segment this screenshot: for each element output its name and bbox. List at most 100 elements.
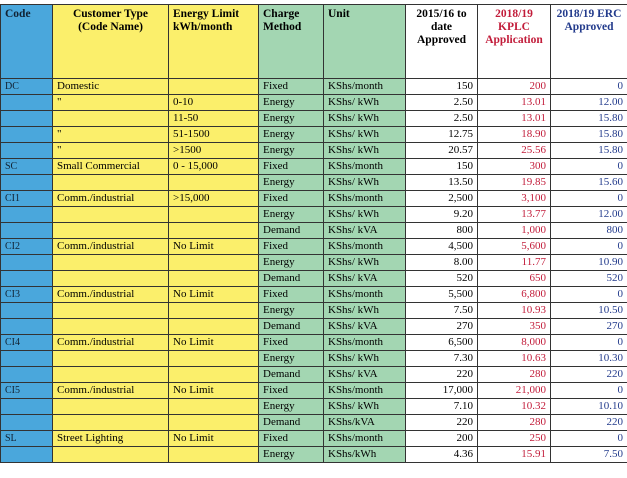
table-cell: 0 xyxy=(551,431,627,447)
table-cell: 25.56 xyxy=(478,143,551,159)
table-cell: 280 xyxy=(478,367,551,383)
table-cell xyxy=(169,303,259,319)
table-cell: Demand xyxy=(259,367,324,383)
table-cell: 4,500 xyxy=(406,239,478,255)
table-cell: 10.93 xyxy=(478,303,551,319)
table-cell: Fixed xyxy=(259,287,324,303)
table-cell: No Limit xyxy=(169,383,259,399)
table-cell: 10.63 xyxy=(478,351,551,367)
table-cell: Fixed xyxy=(259,431,324,447)
table-cell: 350 xyxy=(478,319,551,335)
table-cell: 650 xyxy=(478,271,551,287)
table-cell: KShs/ kVA xyxy=(324,271,406,287)
table-cell: CI4 xyxy=(1,335,53,351)
table-cell: Comm./industrial xyxy=(53,383,169,399)
table-cell: Energy xyxy=(259,447,324,463)
table-cell xyxy=(53,175,169,191)
table-cell: Fixed xyxy=(259,159,324,175)
table-cell: 10.30 xyxy=(551,351,627,367)
table-cell: 15.80 xyxy=(551,127,627,143)
table-cell: 800 xyxy=(406,223,478,239)
table-cell xyxy=(1,143,53,159)
table-cell: Demand xyxy=(259,319,324,335)
table-cell: No Limit xyxy=(169,287,259,303)
table-cell: 6,500 xyxy=(406,335,478,351)
table-cell: 0 - 15,000 xyxy=(169,159,259,175)
table-cell: KShs/month xyxy=(324,383,406,399)
table-cell xyxy=(1,415,53,431)
table-cell: " xyxy=(53,95,169,111)
table-cell: KShs/ kVA xyxy=(324,319,406,335)
table-cell xyxy=(1,207,53,223)
table-cell xyxy=(53,255,169,271)
table-cell: KShs/month xyxy=(324,287,406,303)
table-cell: Demand xyxy=(259,223,324,239)
table-cell: 0 xyxy=(551,159,627,175)
table-cell: 18.90 xyxy=(478,127,551,143)
table-cell: CI1 xyxy=(1,191,53,207)
table-cell: Energy xyxy=(259,303,324,319)
column-header: Unit xyxy=(324,5,406,79)
table-cell: 270 xyxy=(406,319,478,335)
table-cell: 15.80 xyxy=(551,111,627,127)
table-cell: KShs/ kWh xyxy=(324,255,406,271)
table-cell: 150 xyxy=(406,159,478,175)
table-cell xyxy=(1,255,53,271)
table-cell: Energy xyxy=(259,127,324,143)
table-cell: 4.36 xyxy=(406,447,478,463)
table-cell xyxy=(169,399,259,415)
table-cell: 0 xyxy=(551,191,627,207)
table-cell: 300 xyxy=(478,159,551,175)
table-cell: Energy xyxy=(259,255,324,271)
table-cell: SC xyxy=(1,159,53,175)
table-cell xyxy=(1,111,53,127)
table-cell: 2,500 xyxy=(406,191,478,207)
table-cell xyxy=(53,319,169,335)
table-cell xyxy=(169,351,259,367)
table-cell: 5,600 xyxy=(478,239,551,255)
table-cell xyxy=(169,207,259,223)
table-cell: Fixed xyxy=(259,239,324,255)
table-cell xyxy=(169,223,259,239)
column-header: Charge Method xyxy=(259,5,324,79)
table-cell: 270 xyxy=(551,319,627,335)
table-cell: Domestic xyxy=(53,79,169,95)
table-cell: 12.00 xyxy=(551,207,627,223)
table-cell: Demand xyxy=(259,415,324,431)
table-cell: " xyxy=(53,143,169,159)
table-cell: 5,500 xyxy=(406,287,478,303)
table-cell: 220 xyxy=(551,415,627,431)
column-header: 2018/19 ERC Approved xyxy=(551,5,627,79)
table-cell: 0-10 xyxy=(169,95,259,111)
table-cell: >1500 xyxy=(169,143,259,159)
table-cell: 1,000 xyxy=(478,223,551,239)
column-header: Energy Limit kWh/month xyxy=(169,5,259,79)
table-cell: 12.75 xyxy=(406,127,478,143)
table-cell: 13.77 xyxy=(478,207,551,223)
table-cell xyxy=(1,319,53,335)
column-header: Code xyxy=(1,5,53,79)
table-cell: Comm./industrial xyxy=(53,239,169,255)
table-cell: Energy xyxy=(259,399,324,415)
table-cell: CI5 xyxy=(1,383,53,399)
table-cell: KShs/ kWh xyxy=(324,351,406,367)
table-cell xyxy=(1,367,53,383)
table-cell: No Limit xyxy=(169,335,259,351)
table-cell xyxy=(53,303,169,319)
table-cell: SL xyxy=(1,431,53,447)
table-cell: Energy xyxy=(259,175,324,191)
table-cell: KShs/ kVA xyxy=(324,223,406,239)
table-cell: 800 xyxy=(551,223,627,239)
table-cell: Energy xyxy=(259,95,324,111)
